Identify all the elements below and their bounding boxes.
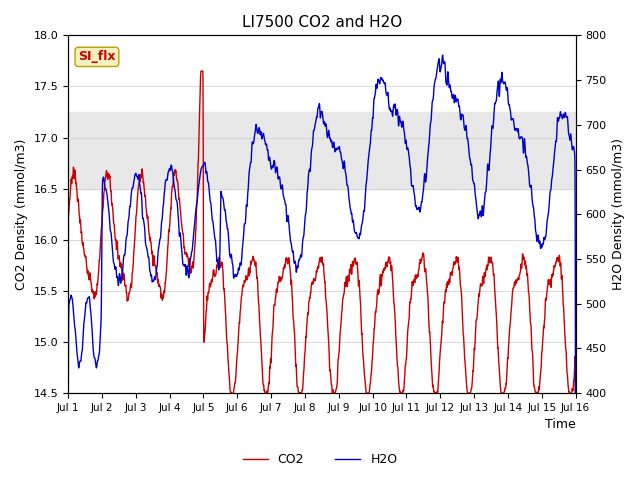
H2O: [64, 390, 72, 396]
CO2: [371, 314, 379, 320]
CO2: [64, 390, 72, 396]
X-axis label: Time: Time: [545, 419, 575, 432]
H2O: [173, 198, 180, 204]
CO2: [197, 68, 205, 74]
Text: SI_flx: SI_flx: [78, 50, 116, 63]
H2O: [206, 194, 214, 200]
H2O: [572, 273, 579, 278]
H2O: [380, 80, 388, 85]
H2O: [371, 93, 379, 98]
CO2: [572, 390, 579, 396]
Title: LI7500 CO2 and H2O: LI7500 CO2 and H2O: [242, 15, 402, 30]
CO2: [380, 266, 388, 272]
CO2: [524, 272, 531, 278]
Line: H2O: H2O: [68, 55, 575, 393]
CO2: [173, 176, 180, 182]
Bar: [68, 112, 575, 189]
Line: CO2: CO2: [68, 71, 575, 393]
Y-axis label: CO2 Density (mmol/m3): CO2 Density (mmol/m3): [15, 139, 28, 290]
H2O: [572, 390, 579, 396]
Legend: CO2, H2O: CO2, H2O: [237, 448, 403, 471]
Y-axis label: H2O Density (mmol/m3): H2O Density (mmol/m3): [612, 138, 625, 290]
CO2: [206, 282, 214, 288]
CO2: [572, 390, 579, 396]
H2O: [524, 161, 531, 167]
H2O: [439, 52, 447, 58]
